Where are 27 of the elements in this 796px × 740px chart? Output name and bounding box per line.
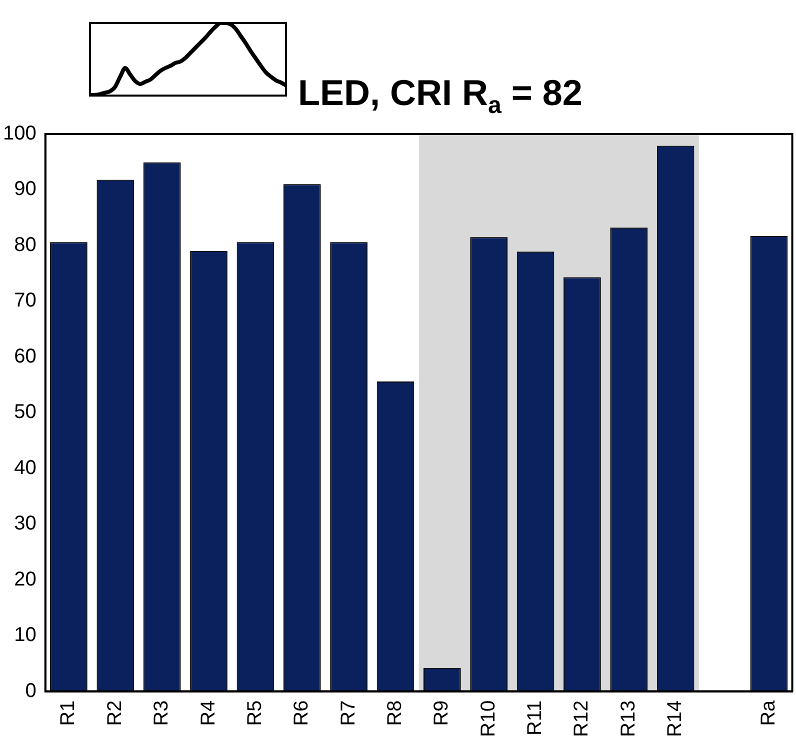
chart-title: LED, CRI R$_{a}$ = 82 — [298, 72, 582, 120]
x-tick-label: R7 — [337, 700, 360, 726]
y-tick-label: 50 — [14, 401, 36, 424]
y-tick-label: 30 — [14, 512, 36, 535]
x-tick-label: R11 — [524, 700, 546, 736]
y-tick-label: 90 — [14, 178, 36, 200]
x-tick-label: R6 — [290, 700, 313, 726]
y-tick-label: 100 — [2, 122, 36, 145]
x-tick-label: R9 — [430, 700, 453, 726]
y-tick-label: 20 — [14, 568, 36, 590]
x-tick-label: R3 — [150, 700, 173, 726]
y-tick-label: 60 — [14, 345, 36, 368]
x-tick-label: R4 — [197, 700, 220, 726]
x-tick-label: R12 — [570, 700, 593, 738]
y-tick-label: 40 — [14, 456, 36, 479]
x-tick-label: R8 — [384, 700, 406, 726]
x-tick-label: R5 — [244, 700, 266, 726]
x-tick-label: R2 — [104, 700, 126, 726]
y-tick-label: 70 — [14, 290, 36, 312]
y-tick-label: 10 — [14, 624, 36, 646]
x-tick-label: R10 — [477, 700, 500, 738]
y-tick-label: 0 — [25, 680, 36, 702]
x-tick-label: R1 — [57, 700, 80, 726]
x-tick-label: R13 — [617, 700, 640, 738]
y-tick-label: 80 — [14, 234, 36, 256]
x-tick-label: R14 — [664, 700, 686, 738]
x-tick-label: Ra — [757, 699, 780, 726]
